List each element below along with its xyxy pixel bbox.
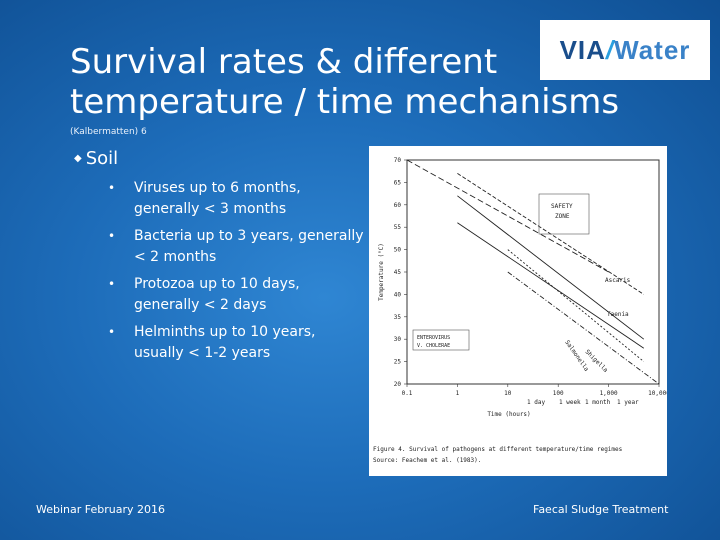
logo-slash: / bbox=[605, 34, 615, 65]
y-tick-label: 60 bbox=[394, 202, 402, 209]
bullet-item: Protozoa up to 10 days, generally < 2 da… bbox=[108, 274, 368, 316]
source-citation: (Kalbermatten) 6 bbox=[70, 127, 147, 137]
logo-text: VIA/Water bbox=[560, 35, 691, 66]
series-line bbox=[507, 271, 660, 385]
y-tick-label: 70 bbox=[394, 157, 402, 164]
title-line-2: temperature / time mechanisms bbox=[70, 82, 620, 122]
x-axis-label: Time (hours) bbox=[487, 411, 530, 418]
y-tick-label: 65 bbox=[394, 179, 402, 186]
legend-label: ENTEROVIRUS bbox=[417, 335, 450, 341]
series-line bbox=[507, 249, 645, 362]
x-tick-label: 0.1 bbox=[402, 390, 413, 397]
footer-left: Webinar February 2016 bbox=[36, 503, 166, 516]
legend-label: V. CHOLERAE bbox=[417, 343, 450, 349]
series-line bbox=[406, 159, 609, 273]
y-axis-label: Temperature (°C) bbox=[378, 243, 385, 301]
safety-zone-box bbox=[538, 193, 590, 235]
time-mark-label: 1 day bbox=[527, 399, 545, 406]
footer-right: Faecal Sludge Treatment bbox=[533, 503, 669, 516]
bullet-item: Viruses up to 6 months, generally < 3 mo… bbox=[108, 178, 368, 220]
bullet-item: Helminths up to 10 years, usually < 1-2 … bbox=[108, 322, 368, 364]
curve-label: Ascaris bbox=[605, 277, 631, 284]
time-mark-label: 1 month bbox=[585, 399, 611, 406]
x-tick-label: 100 bbox=[553, 390, 564, 397]
logo-part1: VIA bbox=[559, 34, 606, 65]
figure-caption: Source: Feachem et al. (1983). bbox=[373, 457, 481, 464]
title-line-1: Survival rates & different bbox=[70, 42, 498, 82]
y-tick-label: 40 bbox=[394, 291, 402, 298]
pathogen-survival-figure: 20 25 30 35 40 45 50 55 60 65 70 0.1 1 10 100 1,000 10,… bbox=[369, 146, 670, 476]
bullet-item: Bacteria up to 3 years, generally < 2 mo… bbox=[108, 226, 368, 268]
chart-svg: 20 25 30 35 40 45 50 55 60 65 70 0.1 1 10 100 1,000 10,… bbox=[369, 146, 670, 476]
zone-label: SAFETY bbox=[551, 203, 573, 210]
logo-part2: Water bbox=[614, 34, 691, 65]
y-tick-label: 25 bbox=[394, 359, 402, 366]
time-mark-label: 1 week bbox=[559, 399, 581, 406]
bullet-list: Viruses up to 6 months, generally < 3 mo… bbox=[108, 178, 368, 370]
logo: VIA/Water bbox=[540, 20, 710, 80]
series-line bbox=[457, 222, 645, 349]
x-tick-label: 10,000 bbox=[648, 390, 667, 397]
x-tick-label: 1 bbox=[456, 390, 460, 397]
y-tick-label: 45 bbox=[394, 269, 402, 276]
time-mark-label: 1 year bbox=[617, 399, 639, 406]
slide-title: Survival rates & different temperature /… bbox=[70, 42, 670, 122]
diamond-bullet-icon: ◆ bbox=[74, 153, 82, 164]
y-tick-label: 35 bbox=[394, 314, 402, 321]
y-tick-label: 20 bbox=[394, 381, 402, 388]
y-tick-label: 55 bbox=[394, 224, 402, 231]
series-line bbox=[457, 195, 645, 340]
curve-label: Taenia bbox=[607, 311, 629, 318]
section-heading: ◆ Soil bbox=[74, 148, 118, 169]
x-tick-label: 1,000 bbox=[600, 390, 618, 397]
y-tick-label: 50 bbox=[394, 247, 402, 254]
figure-caption: Figure 4. Survival of pathogens at diffe… bbox=[373, 446, 623, 453]
plot-frame bbox=[406, 159, 660, 385]
heading-label: Soil bbox=[85, 148, 119, 169]
y-tick-label: 30 bbox=[394, 336, 402, 343]
zone-label: ZONE bbox=[555, 213, 570, 220]
x-tick-label: 10 bbox=[504, 390, 512, 397]
legend-box bbox=[412, 329, 470, 351]
